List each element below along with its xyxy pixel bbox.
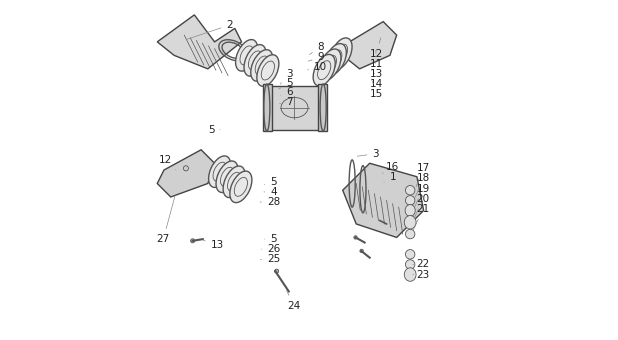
Ellipse shape (405, 205, 415, 216)
Ellipse shape (324, 44, 346, 75)
Ellipse shape (405, 195, 415, 205)
Ellipse shape (216, 161, 238, 192)
Text: 5: 5 (279, 78, 293, 89)
Text: 1: 1 (384, 172, 396, 183)
Text: 15: 15 (370, 81, 383, 99)
Ellipse shape (274, 269, 279, 273)
Text: 4: 4 (264, 187, 277, 197)
Text: 16: 16 (383, 162, 399, 173)
Text: 6: 6 (281, 87, 293, 98)
Ellipse shape (257, 55, 279, 86)
Text: 19: 19 (415, 184, 430, 207)
Ellipse shape (360, 249, 363, 253)
Ellipse shape (404, 268, 416, 281)
Polygon shape (263, 84, 272, 131)
Text: 3: 3 (357, 149, 379, 159)
Polygon shape (343, 163, 424, 237)
Ellipse shape (404, 216, 416, 229)
Polygon shape (343, 22, 397, 69)
Text: 22: 22 (413, 259, 430, 269)
Text: 23: 23 (413, 270, 430, 279)
Ellipse shape (330, 38, 352, 69)
Text: 5: 5 (265, 234, 277, 244)
Text: 14: 14 (370, 73, 383, 89)
Text: 13: 13 (370, 62, 383, 79)
Ellipse shape (405, 260, 415, 269)
Text: 7: 7 (280, 97, 293, 107)
Text: 28: 28 (260, 197, 280, 207)
Text: 17: 17 (416, 163, 430, 187)
Ellipse shape (251, 50, 273, 81)
Text: 5: 5 (265, 177, 277, 187)
Ellipse shape (223, 166, 245, 198)
Text: 27: 27 (157, 195, 175, 244)
Text: 24: 24 (287, 291, 300, 310)
Text: 9: 9 (308, 52, 324, 62)
Text: 18: 18 (415, 173, 430, 197)
Ellipse shape (209, 156, 231, 187)
Ellipse shape (230, 171, 252, 203)
Ellipse shape (313, 54, 335, 86)
Ellipse shape (405, 250, 415, 259)
Polygon shape (270, 86, 319, 130)
Ellipse shape (354, 236, 357, 239)
Text: 3: 3 (281, 69, 293, 84)
Text: 13: 13 (203, 240, 224, 250)
Ellipse shape (319, 49, 341, 81)
Ellipse shape (405, 186, 415, 195)
Text: 21: 21 (413, 204, 430, 230)
Text: 10: 10 (308, 62, 328, 72)
Text: 12: 12 (370, 38, 383, 59)
Text: 26: 26 (261, 244, 280, 254)
Polygon shape (318, 84, 327, 131)
Ellipse shape (244, 45, 266, 76)
Text: 20: 20 (414, 194, 430, 219)
Ellipse shape (190, 239, 195, 243)
Polygon shape (157, 15, 242, 69)
Text: 8: 8 (310, 42, 324, 54)
Ellipse shape (405, 230, 415, 239)
Text: 2: 2 (187, 20, 233, 39)
Text: 12: 12 (159, 155, 176, 170)
Text: 5: 5 (208, 124, 220, 135)
Ellipse shape (235, 39, 258, 71)
Text: 25: 25 (260, 254, 280, 265)
Polygon shape (157, 150, 214, 197)
Text: 11: 11 (370, 50, 383, 69)
